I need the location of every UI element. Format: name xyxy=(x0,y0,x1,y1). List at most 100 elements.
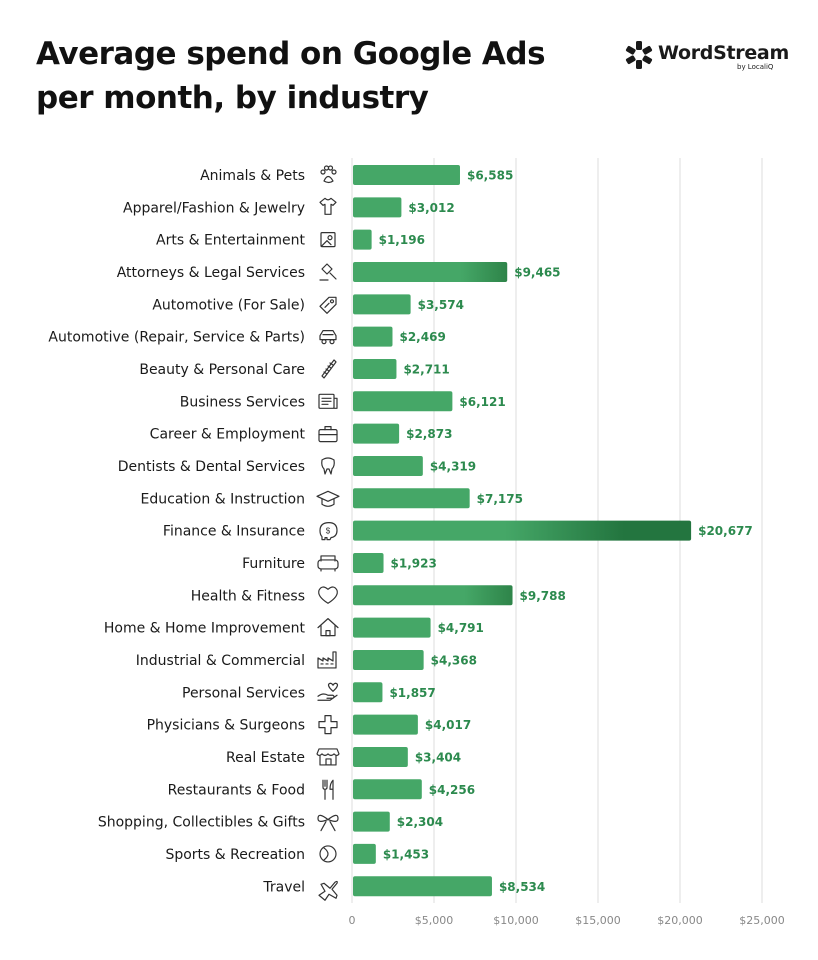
x-tick-label: $5,000 xyxy=(415,914,454,927)
data-label: $1,196 xyxy=(379,233,425,247)
category-label: Sports & Recreation xyxy=(165,847,305,863)
fork-knife-icon xyxy=(322,779,334,800)
x-axis: 0 $5,000 $10,000 $15,000 $20,000 $25,000 xyxy=(349,914,785,927)
x-tick-label: $20,000 xyxy=(657,914,703,927)
paw-icon xyxy=(320,165,337,184)
category-label: Health & Fitness xyxy=(191,588,305,604)
armchair-icon xyxy=(317,555,339,572)
picture-icon xyxy=(320,232,336,248)
bar xyxy=(353,358,397,379)
data-label: $4,256 xyxy=(429,783,475,797)
gift-bow-icon xyxy=(317,814,339,832)
data-label: $1,923 xyxy=(391,556,437,570)
helping-hand-icon xyxy=(317,682,339,701)
data-label: $3,012 xyxy=(408,201,454,215)
bar xyxy=(353,714,418,735)
bar xyxy=(353,682,383,703)
category-label: Physicians & Surgeons xyxy=(147,718,305,734)
piggy-bank-icon: $ xyxy=(319,522,338,541)
category-label: Education & Instruction xyxy=(141,491,305,507)
bar xyxy=(353,585,513,606)
category-label: Finance & Insurance xyxy=(163,524,305,540)
category-label: Apparel/Fashion & Jewelry xyxy=(123,200,305,216)
category-label: Arts & Entertainment xyxy=(156,233,305,249)
category-label: Automotive (For Sale) xyxy=(152,297,305,313)
data-label: $3,574 xyxy=(418,298,464,312)
comb-icon xyxy=(321,359,337,379)
bar xyxy=(353,779,422,800)
x-tick-label: $10,000 xyxy=(493,914,539,927)
category-label: Business Services xyxy=(180,394,305,410)
heart-icon xyxy=(318,586,338,604)
data-label: $4,319 xyxy=(430,459,476,473)
bar xyxy=(353,455,423,476)
bar xyxy=(353,843,376,864)
airplane-icon xyxy=(318,880,338,901)
data-label: $2,304 xyxy=(397,815,443,829)
x-tick-label: $25,000 xyxy=(739,914,785,927)
data-label: $2,469 xyxy=(399,330,445,344)
bar xyxy=(353,294,411,315)
bar xyxy=(353,197,402,218)
bar xyxy=(353,811,390,832)
data-label: $1,857 xyxy=(389,686,435,700)
category-label: Automotive (Repair, Service & Parts) xyxy=(48,330,305,346)
category-label: Home & Home Improvement xyxy=(104,621,306,637)
category-icons: $ xyxy=(316,165,340,901)
data-label: $4,368 xyxy=(431,653,477,667)
bar xyxy=(353,876,492,897)
bar xyxy=(353,746,408,767)
tshirt-icon xyxy=(319,197,337,215)
category-label: Restaurants & Food xyxy=(168,782,305,798)
wordstream-mark-icon xyxy=(625,41,653,69)
logo-byline: by LocaliQ xyxy=(737,63,774,71)
data-label: $1,453 xyxy=(383,847,429,861)
data-label: $6,121 xyxy=(459,395,505,409)
bar xyxy=(353,649,424,670)
bar xyxy=(353,423,400,444)
category-label: Beauty & Personal Care xyxy=(139,362,305,378)
tooth-icon xyxy=(321,457,335,475)
house-icon xyxy=(317,618,339,637)
x-tick-label: $15,000 xyxy=(575,914,621,927)
logo-wordmark: WordStream xyxy=(658,42,789,64)
car-icon xyxy=(319,330,337,345)
wordstream-logo: WordStream by LocaliQ xyxy=(624,38,789,78)
gavel-icon xyxy=(319,263,337,281)
category-label: Animals & Pets xyxy=(200,168,305,184)
data-label: $4,791 xyxy=(438,621,484,635)
storefront-icon xyxy=(316,748,340,766)
price-tag-icon xyxy=(319,296,337,314)
chart-title: Average spend on Google Ads per month, b… xyxy=(36,36,546,116)
bars xyxy=(353,165,692,897)
data-label: $7,175 xyxy=(477,492,523,506)
data-label: $4,017 xyxy=(425,718,471,732)
factory-icon xyxy=(317,651,337,669)
svg-text:$: $ xyxy=(326,527,331,536)
bar xyxy=(353,488,470,509)
bar xyxy=(353,552,384,573)
category-label: Shopping, Collectibles & Gifts xyxy=(98,815,305,831)
category-label: Personal Services xyxy=(182,685,305,701)
bar xyxy=(353,326,393,347)
data-label: $20,677 xyxy=(698,524,753,538)
category-label: Real Estate xyxy=(226,750,305,766)
document-icon xyxy=(318,393,338,409)
x-tick-label: 0 xyxy=(349,914,356,927)
data-label: $9,465 xyxy=(514,265,560,279)
category-label: Career & Employment xyxy=(150,427,306,443)
graduation-cap-icon xyxy=(316,490,340,507)
category-label: Travel xyxy=(262,879,305,895)
bar xyxy=(353,229,372,250)
category-label: Dentists & Dental Services xyxy=(118,459,305,475)
medical-cross-icon xyxy=(318,715,338,735)
category-label: Furniture xyxy=(242,556,305,572)
bar xyxy=(353,520,692,541)
category-label: Industrial & Commercial xyxy=(136,653,305,669)
data-label: $9,788 xyxy=(520,589,566,603)
category-label: Attorneys & Legal Services xyxy=(117,265,305,281)
data-label: $3,404 xyxy=(415,750,461,764)
bar xyxy=(353,165,460,185)
bar xyxy=(353,617,431,638)
data-label: $6,585 xyxy=(467,169,513,183)
